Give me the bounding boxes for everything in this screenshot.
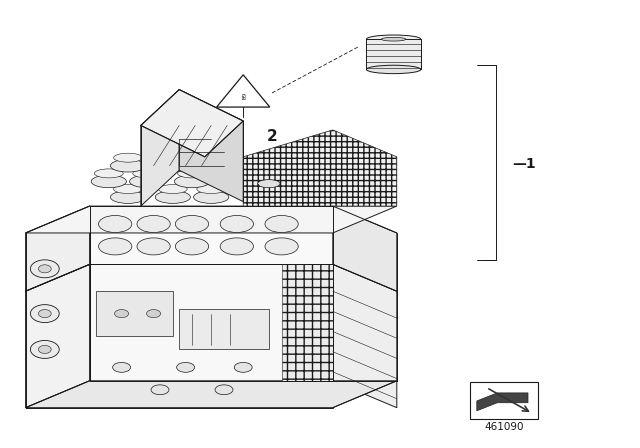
Bar	[179, 309, 269, 349]
Ellipse shape	[175, 238, 209, 255]
Ellipse shape	[137, 238, 170, 255]
Ellipse shape	[258, 180, 280, 188]
Text: 461090: 461090	[484, 422, 524, 432]
Polygon shape	[216, 75, 270, 107]
Ellipse shape	[38, 345, 51, 353]
Ellipse shape	[130, 175, 165, 188]
Ellipse shape	[147, 310, 161, 318]
Text: ⚡: ⚡	[241, 95, 246, 101]
Ellipse shape	[31, 340, 60, 358]
Bar	[96, 291, 173, 336]
Ellipse shape	[265, 215, 298, 233]
Ellipse shape	[114, 153, 143, 162]
Ellipse shape	[219, 175, 255, 188]
Ellipse shape	[367, 65, 421, 73]
Polygon shape	[141, 90, 243, 157]
Ellipse shape	[151, 385, 169, 395]
Ellipse shape	[215, 385, 233, 395]
Ellipse shape	[220, 238, 253, 255]
Ellipse shape	[367, 35, 421, 43]
Ellipse shape	[111, 159, 146, 172]
Text: —1: —1	[512, 156, 536, 171]
Ellipse shape	[159, 185, 188, 194]
Ellipse shape	[178, 169, 206, 178]
Ellipse shape	[31, 260, 60, 278]
Ellipse shape	[174, 175, 210, 188]
Polygon shape	[333, 206, 397, 291]
Ellipse shape	[220, 215, 253, 233]
Polygon shape	[90, 206, 333, 264]
Ellipse shape	[194, 191, 229, 203]
Ellipse shape	[114, 185, 143, 194]
Polygon shape	[26, 206, 397, 233]
Polygon shape	[26, 264, 90, 408]
Ellipse shape	[265, 238, 298, 255]
Ellipse shape	[99, 238, 132, 255]
Ellipse shape	[156, 159, 191, 172]
Ellipse shape	[115, 310, 129, 318]
Ellipse shape	[137, 215, 170, 233]
Ellipse shape	[177, 362, 195, 372]
Polygon shape	[26, 381, 397, 408]
Ellipse shape	[175, 215, 209, 233]
Ellipse shape	[99, 215, 132, 233]
Ellipse shape	[194, 159, 229, 172]
Ellipse shape	[111, 191, 146, 203]
Polygon shape	[141, 90, 179, 206]
Ellipse shape	[31, 305, 60, 323]
Ellipse shape	[223, 169, 252, 178]
Text: 2: 2	[267, 129, 277, 144]
Ellipse shape	[133, 169, 162, 178]
Text: ⓢ: ⓢ	[241, 95, 245, 100]
Ellipse shape	[197, 185, 226, 194]
Polygon shape	[282, 264, 333, 381]
Polygon shape	[90, 264, 333, 381]
Polygon shape	[333, 264, 397, 408]
Ellipse shape	[234, 362, 252, 372]
Bar	[366, 39, 421, 69]
Polygon shape	[477, 393, 528, 411]
Ellipse shape	[113, 362, 131, 372]
Bar	[470, 382, 538, 419]
Ellipse shape	[156, 191, 191, 203]
Polygon shape	[179, 90, 243, 202]
Ellipse shape	[95, 169, 124, 178]
Ellipse shape	[197, 153, 226, 162]
Ellipse shape	[38, 265, 51, 273]
Polygon shape	[26, 206, 90, 291]
Ellipse shape	[38, 310, 51, 318]
Polygon shape	[243, 130, 397, 206]
Ellipse shape	[92, 175, 127, 188]
Ellipse shape	[381, 37, 406, 41]
Ellipse shape	[159, 153, 188, 162]
